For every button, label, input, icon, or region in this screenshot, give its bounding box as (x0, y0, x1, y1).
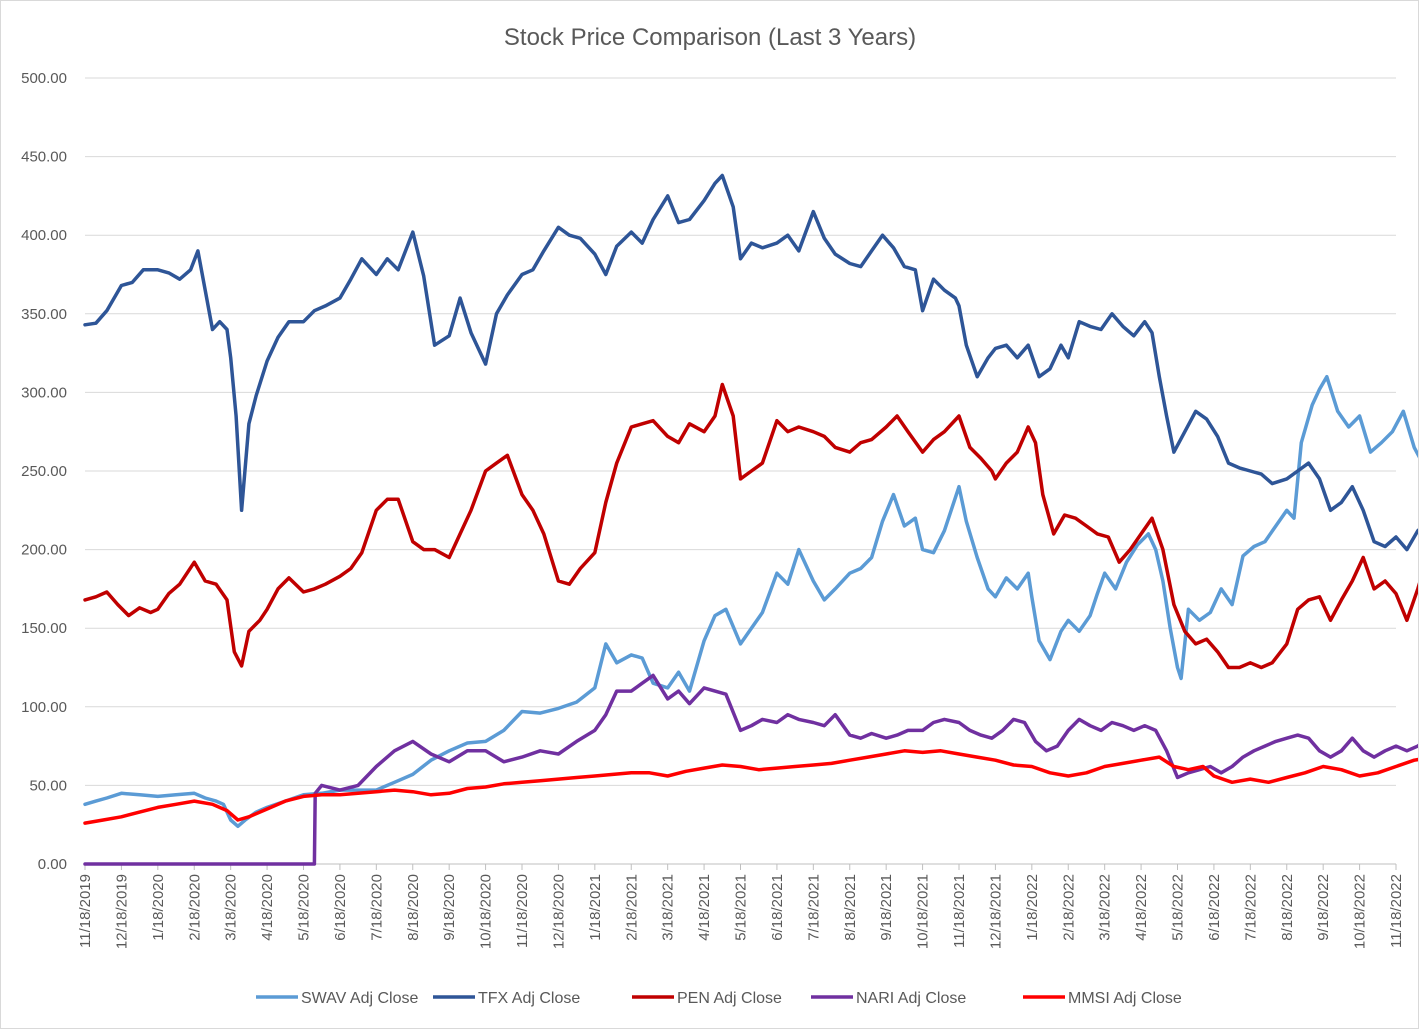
x-tick-label: 3/18/2022 (1097, 874, 1114, 941)
x-tick-label: 7/18/2020 (368, 874, 385, 941)
x-tick-label: 8/18/2020 (405, 874, 422, 941)
x-tick-label: 12/18/2021 (987, 874, 1004, 949)
x-tick-label: 8/18/2022 (1279, 874, 1296, 941)
legend-label-mmsi: MMSI Adj Close (1068, 990, 1182, 1007)
x-tick-label: 9/18/2021 (878, 874, 895, 941)
x-tick-label: 4/18/2021 (696, 874, 713, 941)
x-tick-label: 8/18/2021 (842, 874, 859, 941)
legend-label-tfx: TFX Adj Close (478, 990, 580, 1007)
x-tick-label: 1/18/2020 (150, 874, 167, 941)
x-tick-label: 11/18/2022 (1388, 874, 1405, 948)
x-tick-label: 6/18/2022 (1206, 874, 1223, 941)
legend: SWAV Adj Close TFX Adj Close PEN Adj Close… (256, 990, 1182, 1007)
x-tick-label: 1/18/2021 (587, 874, 604, 941)
x-tick-label: 5/18/2022 (1170, 874, 1187, 941)
x-tick-label: 5/18/2021 (733, 874, 750, 941)
y-tick-label: 50.00 (29, 777, 67, 794)
series-lines (83, 173, 1419, 866)
series-line-swav (83, 374, 1419, 829)
x-tick-label: 7/18/2022 (1242, 874, 1259, 941)
x-tick-label: 10/18/2021 (915, 874, 932, 949)
legend-label-swav: SWAV Adj Close (301, 990, 418, 1007)
x-tick-label: 6/18/2021 (769, 874, 786, 941)
x-tick-label: 12/18/2019 (113, 874, 130, 949)
x-tick-label: 9/18/2022 (1315, 874, 1332, 941)
y-tick-label: 200.00 (21, 542, 67, 559)
x-tick-label: 2/18/2020 (186, 874, 203, 941)
y-tick-label: 500.00 (21, 70, 67, 87)
y-tick-label: 250.00 (21, 463, 67, 480)
x-tick-label: 12/18/2020 (550, 874, 567, 949)
y-axis-ticks: 0.00 50.00 100.00 150.00 200.00 250.00 300.00 3… (21, 70, 67, 873)
x-tick-label: 11/18/2019 (77, 874, 94, 948)
x-tick-label: 2/18/2021 (623, 874, 640, 941)
x-tick-label: 3/18/2020 (223, 874, 240, 941)
x-tick-label: 7/18/2021 (805, 874, 822, 941)
x-tick-label: 5/18/2020 (296, 874, 313, 941)
x-tick-label: 4/18/2022 (1133, 874, 1150, 941)
y-tick-label: 0.00 (38, 856, 67, 873)
x-tick-label: 2/18/2022 (1060, 874, 1077, 941)
legend-label-nari: NARI Adj Close (856, 990, 966, 1007)
chart-title: Stock Price Comparison (Last 3 Years) (504, 24, 916, 51)
series-line-tfx (83, 173, 1419, 552)
x-tick-label: 9/18/2020 (441, 874, 458, 941)
x-axis-ticks: 11/18/2019 12/18/2019 1/18/2020 2/18/2020 3/… (77, 864, 1405, 949)
y-tick-label: 300.00 (21, 384, 67, 401)
legend-label-pen: PEN Adj Close (677, 990, 782, 1007)
x-tick-label: 10/18/2022 (1352, 874, 1369, 949)
x-tick-label: 11/18/2020 (514, 874, 531, 948)
y-tick-label: 150.00 (21, 620, 67, 637)
series-line-pen (83, 382, 1419, 670)
x-tick-label: 10/18/2020 (478, 874, 495, 949)
series-line-mmsi (83, 749, 1419, 825)
x-tick-label: 6/18/2020 (332, 874, 349, 941)
x-tick-label: 1/18/2022 (1024, 874, 1041, 941)
y-tick-label: 450.00 (21, 149, 67, 166)
x-tick-label: 4/18/2020 (259, 874, 276, 941)
y-tick-label: 350.00 (21, 306, 67, 323)
x-tick-label: 3/18/2021 (660, 874, 677, 941)
x-tick-label: 11/18/2021 (951, 874, 968, 948)
y-tick-label: 100.00 (21, 699, 67, 716)
y-tick-label: 400.00 (21, 227, 67, 244)
series-line-nari (83, 673, 1419, 866)
